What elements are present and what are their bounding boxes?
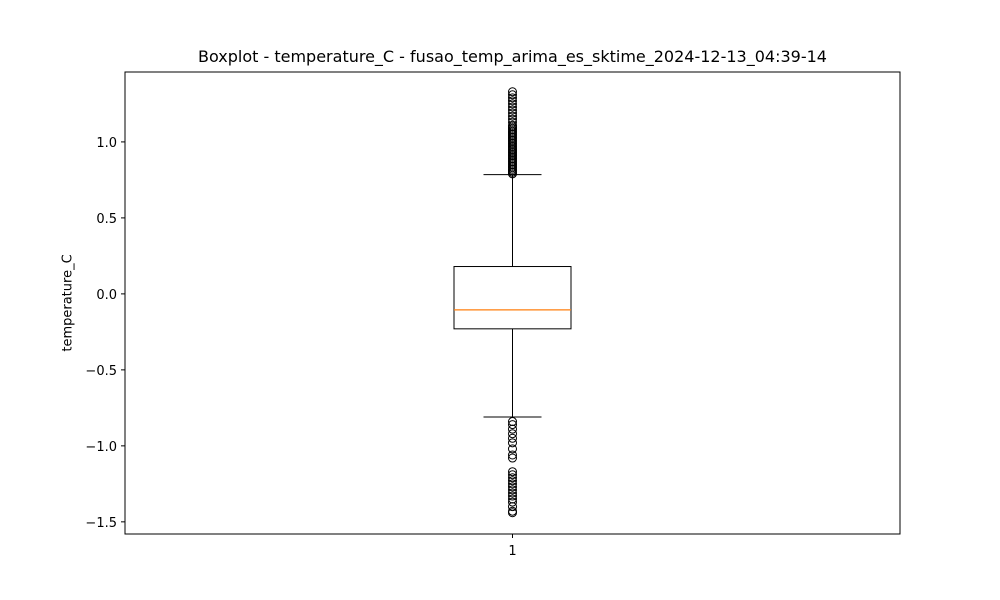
outlier-point xyxy=(508,488,517,498)
outlier-point xyxy=(508,444,517,454)
outlier-point xyxy=(508,479,517,489)
outlier-point xyxy=(508,111,517,121)
iqr-box xyxy=(453,266,572,330)
outlier-point xyxy=(508,90,517,100)
outlier-point xyxy=(508,438,517,448)
outlier-point xyxy=(508,108,517,118)
outlier-point xyxy=(508,476,517,486)
y-axis-ticks: −1.5 −1.0 −0.5 0.0 0.5 1.0 xyxy=(85,136,125,531)
outlier-point xyxy=(508,93,517,103)
outlier-point xyxy=(508,485,517,495)
x-axis-ticks: 1 xyxy=(508,534,517,559)
outlier-point xyxy=(508,497,517,507)
plot-content xyxy=(453,87,572,518)
outlier-point xyxy=(508,491,517,501)
y-tick-label: −0.5 xyxy=(85,364,117,379)
outlier-point xyxy=(508,420,517,430)
y-tick-label: −1.5 xyxy=(85,516,117,531)
outlier-point xyxy=(508,482,517,492)
outlier-point xyxy=(508,169,517,179)
y-tick-label: 0.0 xyxy=(96,288,117,303)
x-tick-label: 1 xyxy=(508,544,516,559)
outlier-point xyxy=(508,105,517,115)
outlier-point xyxy=(508,433,517,443)
outlier-point xyxy=(508,450,517,460)
outlier-point xyxy=(508,508,517,518)
chart-title: Boxplot - temperature_C - fusao_temp_ari… xyxy=(198,47,827,66)
outlier-point xyxy=(508,87,517,97)
y-tick-label: 1.0 xyxy=(96,136,117,151)
y-tick-label: −1.0 xyxy=(85,440,117,455)
outlier-point xyxy=(508,96,517,106)
outlier-point xyxy=(508,453,517,463)
y-tick-label: 0.5 xyxy=(96,212,117,227)
outlier-point xyxy=(508,467,517,477)
outlier-point xyxy=(508,102,517,112)
outlier-point xyxy=(508,429,517,439)
outlier-point xyxy=(508,473,517,483)
outlier-point xyxy=(508,470,517,480)
outlier-point xyxy=(508,99,517,109)
outlier-point xyxy=(508,424,517,434)
outlier-point xyxy=(508,502,517,512)
